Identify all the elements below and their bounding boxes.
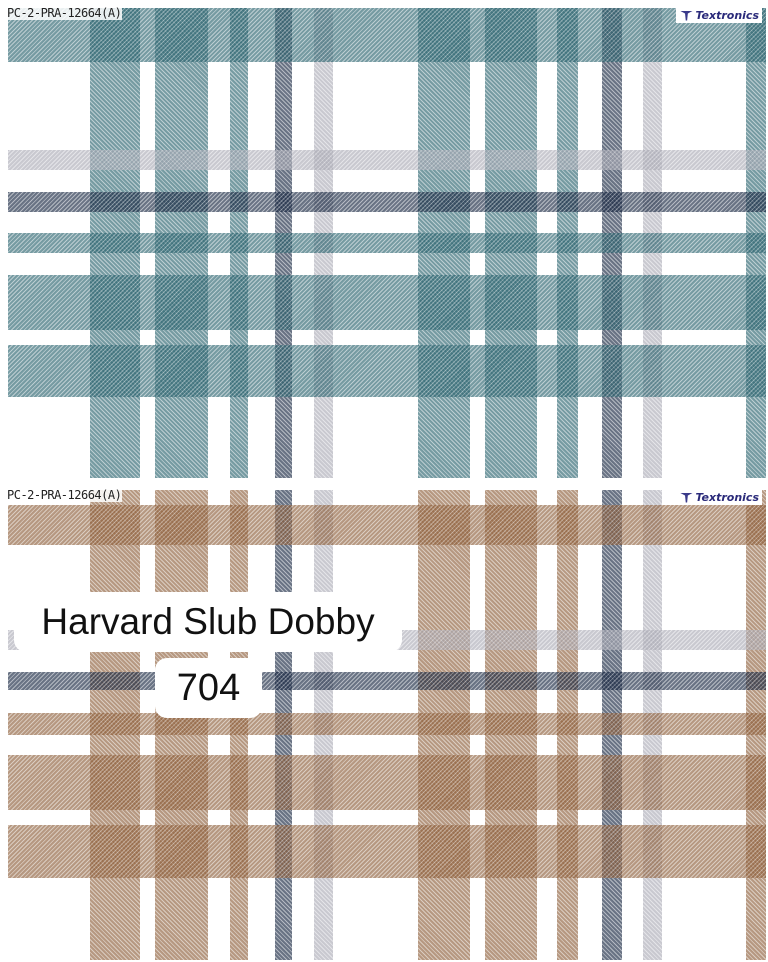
- horizontal-stripe: [8, 755, 766, 810]
- textronics-logo-icon: [679, 10, 694, 21]
- horizontal-stripe: [8, 505, 766, 545]
- horizontal-stripe: [8, 275, 766, 330]
- horizontal-stripe: [8, 192, 766, 212]
- brand-logo: Textronics: [676, 490, 762, 505]
- plaid-fabric: [8, 8, 766, 478]
- textronics-logo-icon: [679, 492, 694, 503]
- design-code: PC-2-PRA-12664(A): [6, 488, 123, 502]
- fabric-title: Harvard Slub Dobby: [14, 592, 402, 652]
- horizontal-stripe: [8, 233, 766, 253]
- swatch-brown: PC-2-PRA-12664(A) Textronics: [0, 482, 768, 962]
- horizontal-stripe: [8, 672, 766, 690]
- horizontal-stripe: [8, 345, 766, 397]
- horizontal-stripe: [8, 825, 766, 878]
- brand-name: Textronics: [695, 491, 759, 504]
- horizontal-stripe: [8, 8, 766, 62]
- swatch-teal: PC-2-PRA-12664(A) Textronics: [0, 0, 768, 480]
- design-code: PC-2-PRA-12664(A): [6, 6, 123, 20]
- horizontal-stripe: [8, 150, 766, 170]
- brand-name: Textronics: [695, 9, 759, 22]
- plaid-fabric: [8, 490, 766, 960]
- fabric-number: 704: [155, 658, 262, 718]
- horizontal-stripe: [8, 713, 766, 735]
- brand-logo: Textronics: [676, 8, 762, 23]
